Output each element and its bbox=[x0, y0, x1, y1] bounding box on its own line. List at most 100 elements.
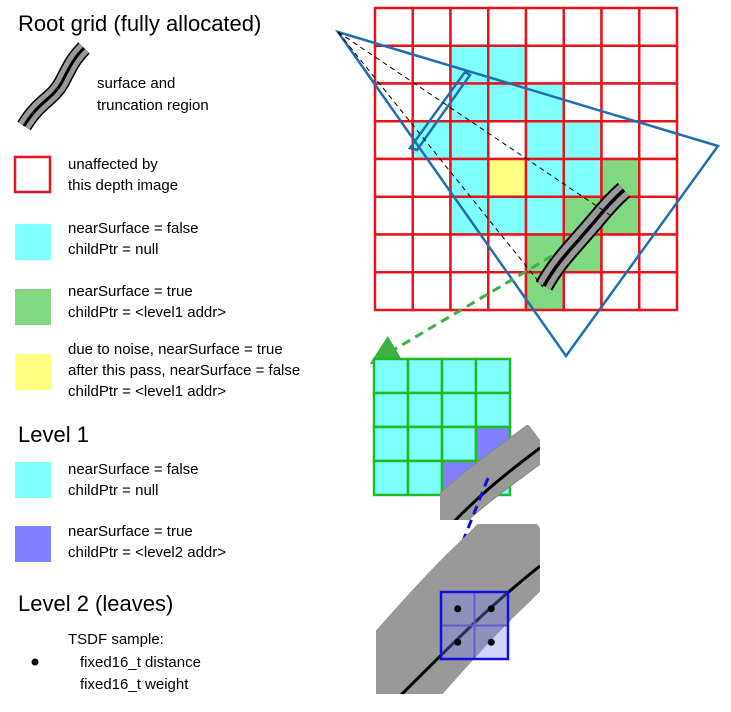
level1-heading: Level 1 bbox=[18, 422, 89, 447]
root-grid-cell bbox=[411, 44, 452, 85]
root-grid-cell bbox=[411, 82, 452, 123]
surface-legend-line-2: truncation region bbox=[97, 97, 209, 114]
root-grid-cell bbox=[373, 195, 414, 236]
root-grid-cell bbox=[373, 6, 414, 47]
tsdf-sample-dot-icon bbox=[31, 658, 39, 666]
level1-grid-cell bbox=[372, 459, 410, 497]
root-yellow-label-line-1: due to noise, nearSurface = true bbox=[68, 341, 283, 358]
root-grid-cell bbox=[373, 233, 414, 274]
root-grid-cell bbox=[524, 120, 565, 161]
root-grid-cell bbox=[524, 195, 565, 236]
root-grid-cell bbox=[562, 44, 603, 85]
root-grid-cell bbox=[600, 271, 641, 312]
level1-blue-swatch bbox=[15, 526, 51, 562]
level1-grid-cell bbox=[406, 425, 444, 463]
surface-legend-line-1: surface and bbox=[97, 75, 175, 92]
root-grid-cell bbox=[638, 157, 679, 198]
root-grid-cell bbox=[638, 82, 679, 123]
root-yellow-label-line-3: childPtr = <level1 addr> bbox=[68, 383, 226, 400]
root-grid-cell bbox=[411, 120, 452, 161]
level1-grid-cell bbox=[440, 425, 478, 463]
root-grid-cell bbox=[600, 6, 641, 47]
root-grid-cell bbox=[449, 120, 490, 161]
root-grid-cell bbox=[638, 271, 679, 312]
root-grid-cell bbox=[600, 82, 641, 123]
level1-grid-cell bbox=[440, 391, 478, 429]
tsdf-sample-dot bbox=[454, 605, 462, 613]
root-grid-cell bbox=[373, 120, 414, 161]
level1-grid-cell bbox=[474, 391, 512, 429]
root-green-label-line-2: childPtr = <level1 addr> bbox=[68, 304, 226, 321]
root-grid-cell bbox=[411, 195, 452, 236]
unaffected-label-line-1: unaffected by bbox=[68, 156, 158, 173]
level1-blue-label-line-2: childPtr = <level2 addr> bbox=[68, 544, 226, 561]
level1-grid-cell bbox=[406, 459, 444, 497]
unaffected-swatch bbox=[13, 155, 52, 194]
root-grid-cell bbox=[373, 44, 414, 85]
level2-surface bbox=[376, 524, 540, 694]
root-yellow-swatch bbox=[15, 354, 51, 390]
root-grid-cell bbox=[524, 157, 565, 198]
root-grid-cell bbox=[487, 6, 528, 47]
tsdf-sample-line-3: fixed16_t weight bbox=[80, 676, 189, 693]
root-grid-cell bbox=[487, 195, 528, 236]
root-grid-cell bbox=[449, 6, 490, 47]
level2-heading: Level 2 (leaves) bbox=[18, 591, 173, 616]
level1-grid-cell bbox=[372, 391, 410, 429]
root-grid-cell bbox=[411, 6, 452, 47]
level1-grid-cell bbox=[406, 357, 444, 395]
root-grid-cell bbox=[524, 44, 565, 85]
root-grid-cell bbox=[562, 6, 603, 47]
root-grid-cell bbox=[638, 44, 679, 85]
root-surface bbox=[535, 182, 631, 291]
root-grid-cell bbox=[600, 44, 641, 85]
tsdf-sample-dot bbox=[487, 638, 495, 646]
tsdf-sample-line-2: fixed16_t distance bbox=[80, 654, 201, 671]
root-grid-cell bbox=[638, 233, 679, 274]
root-cyan-label-line-2: childPtr = null bbox=[68, 241, 158, 258]
tsdf-sample-dot bbox=[454, 638, 462, 646]
level1-cyan-label-line-2: childPtr = null bbox=[68, 482, 158, 499]
camera-frustum bbox=[334, 29, 721, 359]
level2-grid-outline bbox=[439, 590, 510, 661]
root-grid-cell bbox=[524, 6, 565, 47]
root-grid-cell bbox=[562, 157, 603, 198]
root-yellow-label-line-2: after this pass, nearSurface = false bbox=[68, 362, 300, 379]
level1-blue-label-line-1: nearSurface = true bbox=[68, 523, 193, 540]
level2-grid bbox=[439, 590, 510, 661]
level1-cyan-swatch bbox=[15, 462, 51, 498]
root-grid-cell bbox=[487, 82, 528, 123]
level1-grid-cell bbox=[474, 357, 512, 395]
root-grid-cell bbox=[638, 6, 679, 47]
root-grid-cell bbox=[562, 271, 603, 312]
root-cyan-swatch bbox=[15, 224, 51, 260]
root-grid-cell bbox=[449, 195, 490, 236]
level1-grid-cell bbox=[406, 391, 444, 429]
root-grid-cell bbox=[411, 271, 452, 312]
root-green-swatch bbox=[15, 289, 51, 325]
root-grid-cell bbox=[373, 271, 414, 312]
level1-grid-cell bbox=[372, 425, 410, 463]
root-grid-cell bbox=[449, 157, 490, 198]
root-grid-cell bbox=[487, 120, 528, 161]
level1-grid-cell bbox=[372, 357, 410, 395]
root-grid-cell bbox=[373, 157, 414, 198]
root-green-label-line-1: nearSurface = true bbox=[68, 283, 193, 300]
root-grid-cell bbox=[449, 233, 490, 274]
surface-legend-icon bbox=[17, 42, 90, 131]
level1-cyan-label-line-1: nearSurface = false bbox=[68, 461, 199, 478]
root-grid-cell bbox=[600, 233, 641, 274]
root-cyan-label-line-1: nearSurface = false bbox=[68, 220, 199, 237]
root-grid-cell bbox=[373, 82, 414, 123]
root-grid-heading: Root grid (fully allocated) bbox=[18, 11, 261, 36]
tsdf-sample-line-1: TSDF sample: bbox=[68, 631, 164, 648]
root-grid-cell bbox=[411, 233, 452, 274]
level1-pointer-arrow bbox=[369, 254, 553, 365]
root-grid-cell bbox=[487, 157, 528, 198]
root-grid-cell bbox=[562, 120, 603, 161]
tsdf-sample-dot bbox=[487, 605, 495, 613]
unaffected-label-line-2: this depth image bbox=[68, 177, 178, 194]
root-grid-cell bbox=[600, 120, 641, 161]
root-grid-cell bbox=[449, 82, 490, 123]
